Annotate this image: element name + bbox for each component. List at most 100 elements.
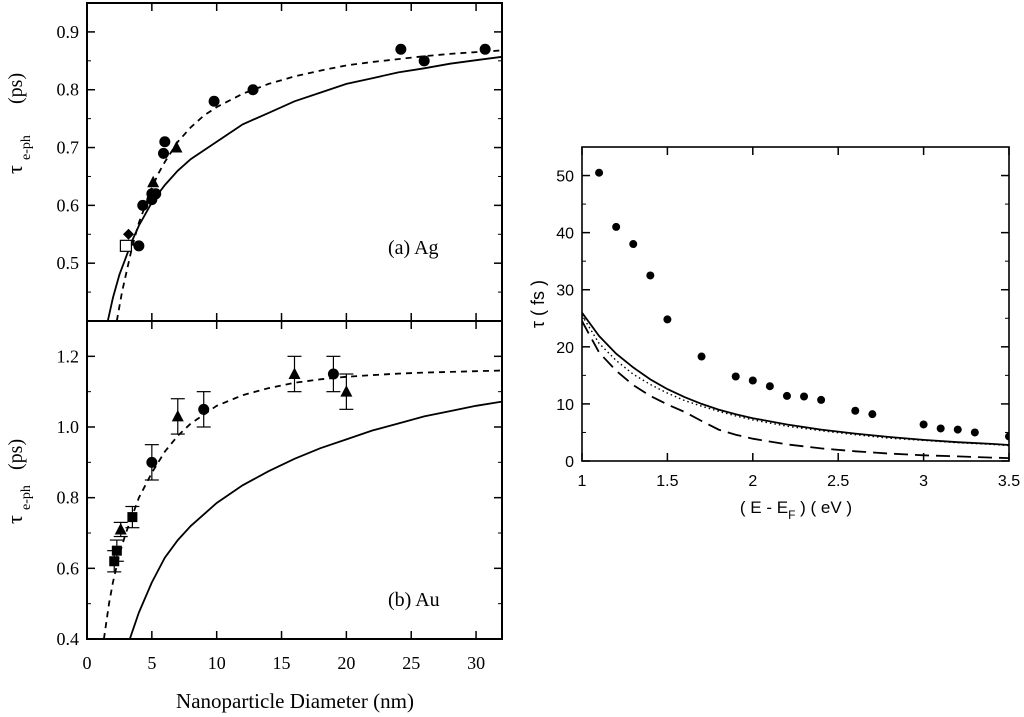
tau-series-dashed (582, 320, 1009, 459)
ag-ytick-label: 0.8 (57, 80, 80, 100)
au-point-triangles (114, 522, 127, 535)
ag-point-circles (479, 43, 491, 55)
ag-ytick-label: 0.7 (57, 138, 80, 158)
tau-ytick-label: 40 (556, 226, 574, 243)
au-ytick-label: 0.4 (57, 629, 80, 649)
ag-point-triangles (147, 175, 160, 188)
tau-xtick-label: 1.5 (656, 473, 678, 490)
tau-ytick-label: 0 (565, 454, 574, 471)
ag-y-label-unit: (ps) (5, 73, 27, 104)
au-ytick-label: 0.8 (57, 488, 80, 508)
tau-point-experiment (970, 428, 979, 437)
tau-ytick-label: 10 (556, 397, 574, 414)
au-ytick-label: 1.0 (57, 417, 80, 437)
tau-point-experiment (612, 222, 621, 231)
au-point-squares (127, 512, 138, 523)
ag-panel: 0.5 0.6 0.7 0.8 0.9 (a) Ag (57, 2, 503, 322)
au-point-circles (146, 456, 158, 468)
ag-point-circles (418, 55, 430, 67)
ag-point-circles (208, 95, 220, 107)
au-point-circles (327, 368, 339, 380)
tau-series-solid (582, 312, 1009, 446)
tau-xtick-label: 3 (919, 473, 928, 490)
ag-point-open-square (119, 239, 133, 252)
au-xtick-label: 0 (83, 653, 92, 673)
tau-point-experiment (851, 406, 860, 415)
ag-ytick-label: 0.9 (57, 22, 80, 42)
tau-point-experiment (919, 420, 928, 429)
ag-series-theory-solid (106, 55, 502, 321)
au-point-triangles (171, 409, 184, 422)
au-series-theory-solid (128, 400, 502, 639)
ag-point-circles (159, 136, 171, 148)
au-point-circles (198, 403, 210, 415)
au-series-fit-dashed (103, 369, 502, 639)
tau-y-axis-label: τ ( fs ) (528, 280, 548, 328)
tau-point-experiment (868, 410, 877, 419)
au-y-label-unit: (ps) (5, 439, 27, 470)
tau-point-experiment (629, 240, 638, 249)
au-xtick-label: 20 (337, 653, 355, 673)
tau-point-experiment (817, 395, 826, 404)
au-plot-area (103, 355, 502, 639)
au-xtick-label: 15 (273, 653, 291, 673)
au-point-triangles (288, 367, 301, 379)
ag-y-label-sub: e-ph (19, 135, 34, 160)
ag-point-diamond (123, 228, 134, 240)
tau-point-experiment (595, 168, 604, 177)
au-xtick-label: 30 (467, 653, 485, 673)
tau-series-dotted (582, 315, 1009, 447)
au-ytick-label: 1.2 (57, 346, 80, 366)
tau-point-experiment (782, 391, 791, 400)
ag-point-circles (395, 43, 407, 55)
au-panel: 0.4 0.6 0.8 1.0 1.2 0 5 10 15 20 25 30 (b) Au (57, 320, 503, 673)
au-y-label-tau: τ (2, 515, 27, 524)
ag-plot-frame (86, 2, 503, 322)
ag-plot-area (106, 43, 502, 321)
tau-point-experiment (765, 382, 774, 391)
ag-ytick-label: 0.5 (57, 253, 80, 273)
tau-xtick-label: 1 (578, 473, 587, 490)
ag-point-circles (158, 147, 170, 159)
au-y-label-sub: e-ph (19, 485, 34, 510)
ag-point-circles (150, 188, 162, 200)
tau-point-experiment (697, 352, 706, 361)
tau-xtick-label: 3.5 (998, 473, 1020, 490)
tau-point-experiment (731, 372, 740, 381)
tau-point-experiment (936, 424, 945, 433)
tau-ytick-label: 30 (556, 283, 574, 300)
ag-ytick-label: 0.6 (57, 195, 80, 215)
ag-point-circles (137, 199, 149, 211)
ag-panel-label: (a) Ag (388, 237, 439, 259)
tau-panel: 0 10 20 30 40 50 1 1.5 2 2.5 3 3.5 ( E - EF ) ( eV )… (528, 146, 1020, 522)
au-point-triangles (340, 385, 353, 397)
tau-point-experiment (953, 425, 962, 434)
tau-point-experiment (1005, 432, 1009, 441)
au-xtick-label: 5 (147, 653, 156, 673)
tau-point-experiment (663, 315, 672, 324)
ag-series-fit-dashed (115, 49, 502, 321)
ag-y-label-tau: τ (2, 165, 27, 174)
au-xtick-label: 25 (402, 653, 420, 673)
au-xtick-label: 10 (208, 653, 226, 673)
au-panel-label: (b) Au (388, 589, 440, 611)
tau-plot-frame (581, 146, 1010, 462)
tau-x-axis-label: ( E - EF ) ( eV ) (740, 498, 852, 522)
tau-ytick-label: 20 (556, 340, 574, 357)
tau-point-experiment (748, 376, 757, 385)
tau-plot-area (582, 168, 1009, 459)
au-ytick-label: 0.6 (57, 558, 80, 578)
ag-point-circles (133, 240, 145, 252)
tau-xtick-label: 2 (748, 473, 757, 490)
au-point-squares (111, 545, 122, 556)
tau-ytick-label: 50 (556, 169, 574, 186)
tau-point-experiment (646, 271, 655, 280)
ag-point-triangles (170, 141, 183, 153)
au-plot-frame (86, 320, 503, 640)
au-y-axis-label: τ e-ph (ps) (2, 439, 34, 524)
tau-point-experiment (800, 392, 809, 401)
left-x-axis-label: Nanoparticle Diameter (nm) (176, 689, 414, 713)
ag-point-circles (247, 84, 259, 96)
tau-xtick-label: 2.5 (827, 473, 849, 490)
